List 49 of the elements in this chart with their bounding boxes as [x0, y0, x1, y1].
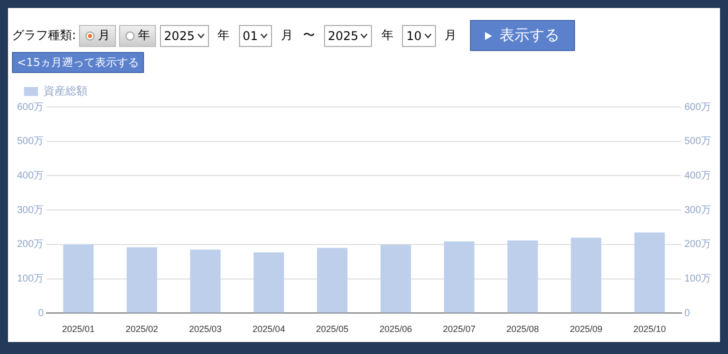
y2-tick-label: 400万 — [684, 170, 712, 182]
bar — [254, 252, 284, 313]
bar — [63, 244, 94, 313]
text: 表示する — [500, 26, 560, 45]
text: 年 — [138, 27, 150, 44]
text: 〜 — [302, 27, 315, 44]
text: 2025 — [164, 28, 195, 42]
y-tick-label: 0 — [38, 308, 44, 319]
bar — [634, 232, 665, 313]
bar — [126, 247, 158, 313]
y2-tick-label: 200万 — [684, 239, 712, 250]
y-tick-label: 600万 — [16, 102, 44, 113]
bar — [570, 238, 602, 313]
text: 月 — [444, 27, 457, 44]
y2-tick-label: 300万 — [684, 204, 712, 216]
legend-label: 資産総額 — [44, 84, 88, 98]
y-tick-label: 500万 — [16, 136, 44, 148]
y-tick-label: 300万 — [16, 204, 44, 216]
x-tick-label: 2025/07 — [442, 324, 476, 334]
y2-tick-label: 0 — [684, 308, 690, 319]
text: 年 — [218, 27, 230, 44]
y2-tick-label: 600万 — [684, 102, 712, 113]
text: 2025 — [328, 28, 358, 42]
y-tick-label: 400万 — [16, 170, 44, 182]
text: グラフ種類: — [12, 27, 76, 44]
bar — [317, 248, 348, 313]
bar — [507, 240, 538, 313]
text: 01 — [242, 28, 258, 42]
x-tick-label: 2025/03 — [189, 324, 222, 334]
y2-tick-label: 500万 — [684, 136, 712, 148]
y2-tick-label: 100万 — [684, 274, 712, 285]
x-tick-label: 2025/08 — [506, 324, 539, 334]
bar — [444, 241, 474, 313]
x-tick-label: 2025/01 — [62, 324, 95, 334]
x-tick-label: 2025/04 — [252, 324, 286, 334]
text: 10 — [406, 28, 422, 42]
x-tick-label: 2025/02 — [126, 324, 158, 334]
text: 年 — [381, 27, 394, 44]
x-tick-label: 2025/10 — [633, 324, 666, 334]
x-tick-label: 2025/09 — [570, 324, 602, 334]
bar — [380, 244, 411, 313]
x-tick-label: 2025/05 — [316, 324, 349, 334]
text: 月 — [280, 27, 293, 44]
x-tick-label: 2025/06 — [379, 324, 412, 334]
y-tick-label: 100万 — [16, 274, 44, 285]
text: 月 — [98, 27, 110, 44]
text: <15ヵ月遡って表示する — [12, 52, 144, 73]
bar — [190, 250, 221, 313]
y-tick-label: 200万 — [16, 239, 44, 250]
